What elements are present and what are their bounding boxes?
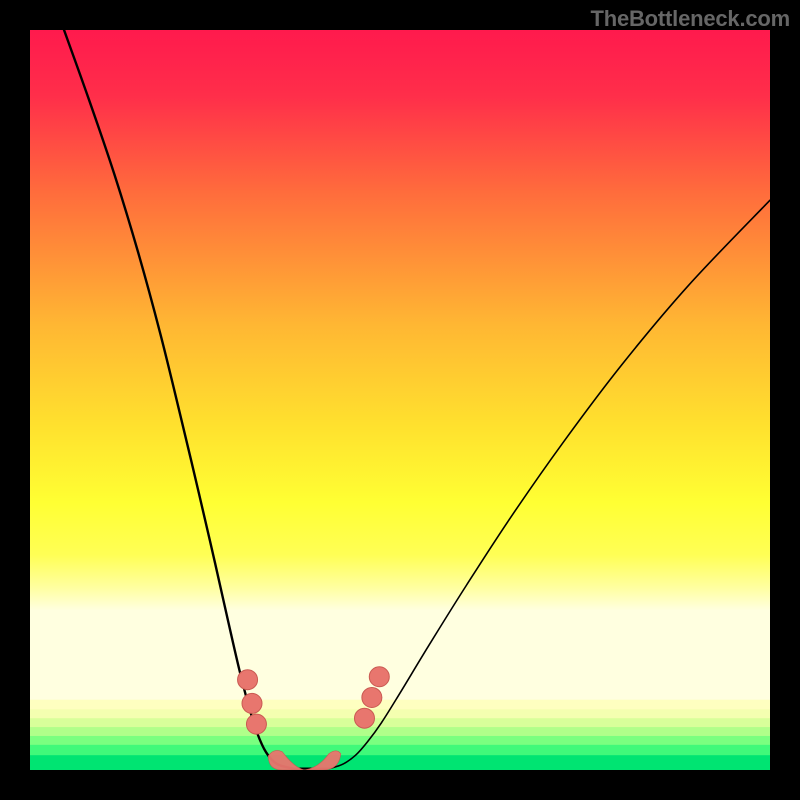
chart-svg [30,30,770,770]
chart-frame: TheBottleneck.com [0,0,800,800]
plot-area [30,30,770,770]
watermark-text: TheBottleneck.com [590,6,790,32]
